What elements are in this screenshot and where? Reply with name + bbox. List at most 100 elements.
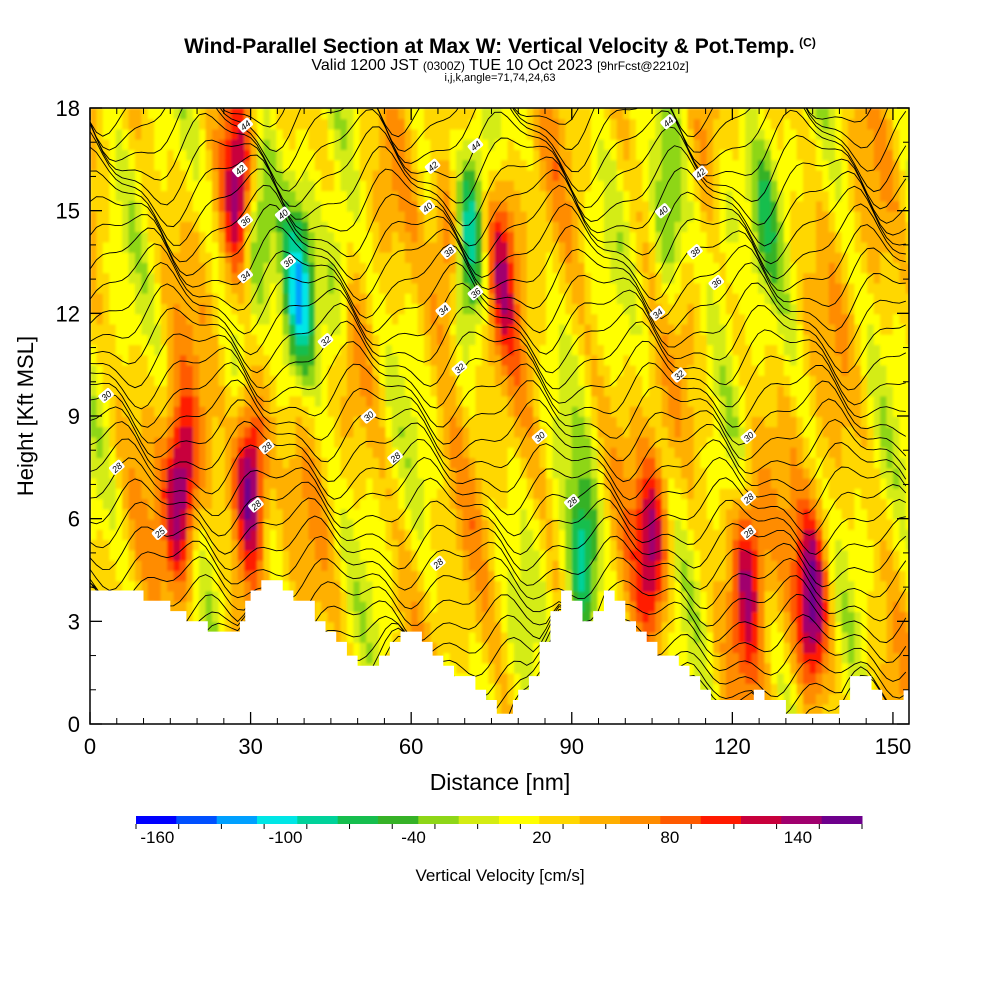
velocity-cell [565,262,573,274]
velocity-cell [578,416,586,428]
velocity-cell [179,118,188,130]
velocity-cell [115,498,123,510]
velocity-cell [160,303,168,315]
velocity-cell [546,621,554,633]
velocity-cell [539,446,547,458]
velocity-cell [443,323,451,335]
velocity-cell [135,374,143,387]
velocity-cell [366,282,374,294]
velocity-cell [212,292,220,304]
velocity-cell [436,416,445,428]
velocity-cell [109,436,117,448]
velocity-cell [346,477,355,489]
velocity-cell [391,385,400,397]
velocity-cell [616,528,624,541]
velocity-cell [282,528,290,541]
velocity-cell [192,385,201,397]
velocity-cell [469,231,477,243]
velocity-cell [578,374,586,387]
velocity-cell [179,138,188,150]
velocity-cell [514,508,522,520]
velocity-cell [122,333,130,346]
velocity-cell [546,446,554,458]
velocity-cell [257,149,265,161]
velocity-cell [462,323,470,335]
velocity-cell [603,364,612,376]
velocity-cell [154,169,162,181]
velocity-cell [558,498,567,510]
velocity-cell [443,416,451,428]
velocity-cell [411,190,419,202]
velocity-cell [308,446,316,458]
velocity-cell [417,600,425,612]
velocity-cell [571,200,580,212]
velocity-cell [514,416,522,428]
velocity-cell [115,477,123,489]
velocity-cell [353,611,361,623]
velocity-cell [154,416,162,428]
velocity-cell [597,385,605,397]
velocity-cell [192,200,201,212]
velocity-cell [186,118,194,130]
velocity-cell [436,292,445,304]
velocity-cell [192,436,201,448]
velocity-cell [346,446,355,458]
velocity-cell [481,611,490,623]
velocity-cell [436,200,445,212]
velocity-cell [115,416,123,428]
velocity-cell [147,528,156,541]
velocity-cell [391,374,400,387]
velocity-cell [212,333,220,346]
velocity-cell [212,179,220,192]
velocity-cell [514,457,522,469]
velocity-cell [289,272,297,284]
velocity-cell [507,169,515,181]
velocity-cell [135,549,143,561]
velocity-cell [372,539,380,551]
velocity-cell [456,508,464,520]
velocity-cell [179,477,188,489]
velocity-cell [488,559,496,571]
velocity-cell [520,303,528,315]
velocity-cell [154,303,162,315]
velocity-cell [481,487,490,500]
velocity-cell [424,446,432,458]
velocity-cell [571,580,580,592]
velocity-cell [565,477,573,489]
velocity-cell [218,528,226,541]
velocity-cell [565,559,573,571]
velocity-cell [366,621,374,633]
velocity-cell [282,149,290,161]
velocity-cell [359,570,368,582]
velocity-cell [449,190,457,202]
velocity-cell [456,405,464,417]
velocity-cell [282,436,290,448]
velocity-cell [192,405,201,417]
velocity-cell [231,241,239,253]
velocity-cell [372,508,380,520]
velocity-cell [456,313,464,325]
velocity-cell [603,477,612,489]
velocity-cell [456,128,464,140]
velocity-cell [276,231,284,243]
velocity-cell [257,282,265,294]
velocity-cell [514,210,522,222]
velocity-cell [237,477,245,489]
velocity-cell [616,559,624,571]
velocity-cell [372,210,380,222]
velocity-cell [102,518,111,530]
velocity-cell [186,128,194,140]
velocity-cell [379,508,387,520]
velocity-cell [102,498,111,510]
velocity-cell [501,652,509,664]
velocity-cell [179,169,188,181]
velocity-cell [295,549,303,561]
velocity-cell [231,364,239,376]
velocity-cell [507,405,515,417]
velocity-cell [160,436,168,448]
velocity-cell [424,344,432,356]
velocity-cell [385,487,393,500]
velocity-cell [340,528,348,541]
velocity-cell [539,395,547,407]
velocity-cell [462,374,470,387]
